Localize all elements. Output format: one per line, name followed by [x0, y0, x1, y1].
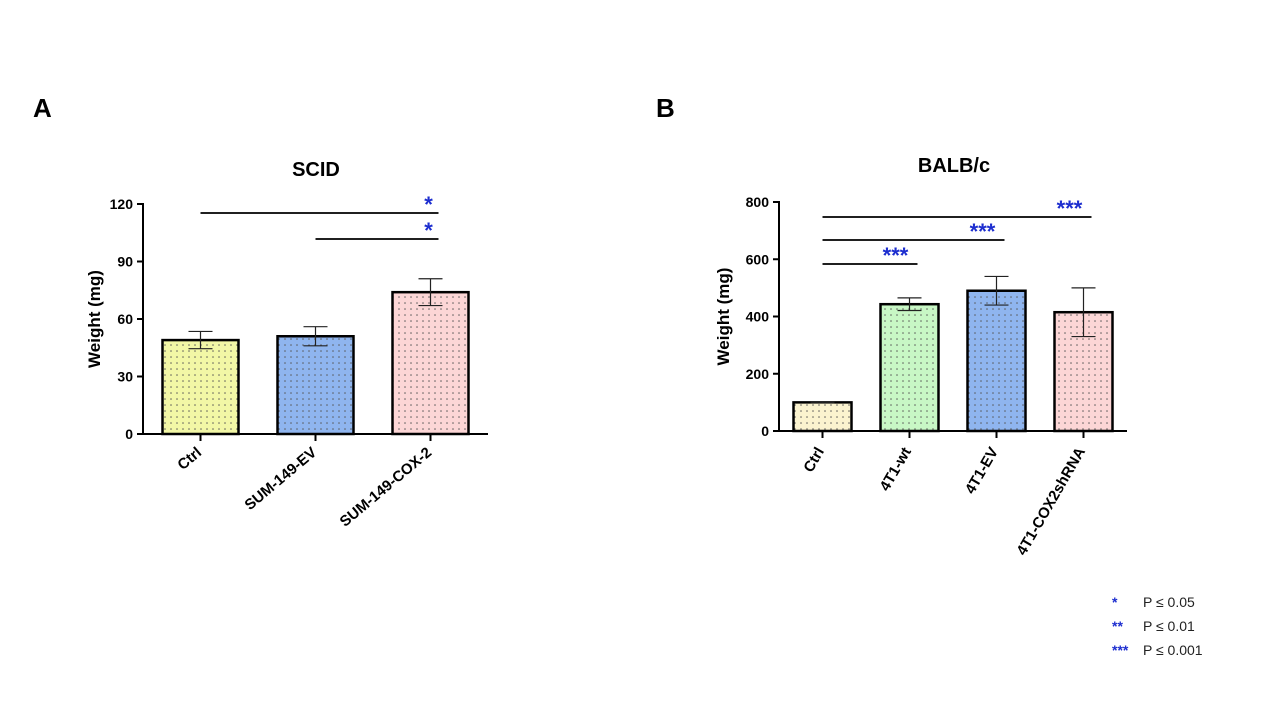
chart-balbc: BALB/c 0 200 400 600 800 Weight (mg) Ctrl 4T1-wt… [714, 155, 1127, 558]
bar-4t1-ev-outline [966, 289, 1027, 433]
y-axis-label: Weight (mg) [714, 268, 733, 366]
significance-stars: *** [1057, 196, 1083, 221]
x-tick-label: 4T1-COX2shRNA [1013, 444, 1089, 558]
legend-item: *** P ≤ 0.001 [1112, 640, 1203, 664]
y-tick-label: 30 [117, 369, 133, 385]
x-tick-label: 4T1-wt [876, 445, 914, 495]
panel-label-a: A [33, 93, 52, 123]
chart-scid: SCID 0 30 60 90 120 Weight (mg) Ctrl SUM-149-EV S… [85, 159, 488, 530]
y-tick-label: 0 [761, 423, 769, 439]
bar-sum-149-cox-2-outline [391, 290, 470, 436]
y-tick-label: 400 [746, 309, 770, 325]
significance-stars: * [424, 218, 433, 243]
legend-stars: * [1112, 594, 1118, 610]
y-tick-label: 200 [746, 366, 770, 382]
chart-title: BALB/c [918, 155, 990, 177]
x-tick-label: SUM-149-COX-2 [337, 444, 435, 530]
significance-stars: * [424, 192, 433, 217]
legend-pvalue: P ≤ 0.01 [1143, 618, 1195, 634]
legend-stars: ** [1112, 618, 1123, 634]
y-tick-label: 120 [110, 196, 134, 212]
x-tick-label: Ctrl [800, 445, 828, 476]
y-tick-label: 800 [746, 194, 770, 210]
y-tick-label: 600 [746, 251, 770, 267]
chart-title: SCID [292, 159, 340, 181]
significance-legend: * P ≤ 0.05 ** P ≤ 0.01 *** P ≤ 0.001 [1112, 592, 1203, 664]
significance-stars: *** [970, 219, 996, 244]
x-tick-label: 4T1-EV [962, 445, 1002, 498]
bar-sum-149-ev-outline [276, 335, 355, 436]
legend-stars: *** [1112, 642, 1129, 658]
legend-pvalue: P ≤ 0.05 [1143, 594, 1195, 610]
panel-label-b: B [656, 93, 675, 123]
y-axis-label: Weight (mg) [85, 270, 104, 368]
y-tick-label: 90 [117, 254, 133, 270]
x-tick-label: SUM-149-EV [241, 444, 320, 514]
bar-ctrl-outline [792, 401, 853, 433]
x-tick-label: Ctrl [174, 444, 205, 474]
significance-stars: *** [883, 243, 909, 268]
y-tick-label: 0 [125, 426, 133, 442]
legend-item: ** P ≤ 0.01 [1112, 616, 1203, 640]
bar-ctrl-outline [161, 338, 240, 436]
legend-pvalue: P ≤ 0.001 [1143, 642, 1203, 658]
legend-item: * P ≤ 0.05 [1112, 592, 1203, 616]
y-tick-label: 60 [117, 311, 133, 327]
bar-4t1-wt-outline [879, 302, 940, 433]
